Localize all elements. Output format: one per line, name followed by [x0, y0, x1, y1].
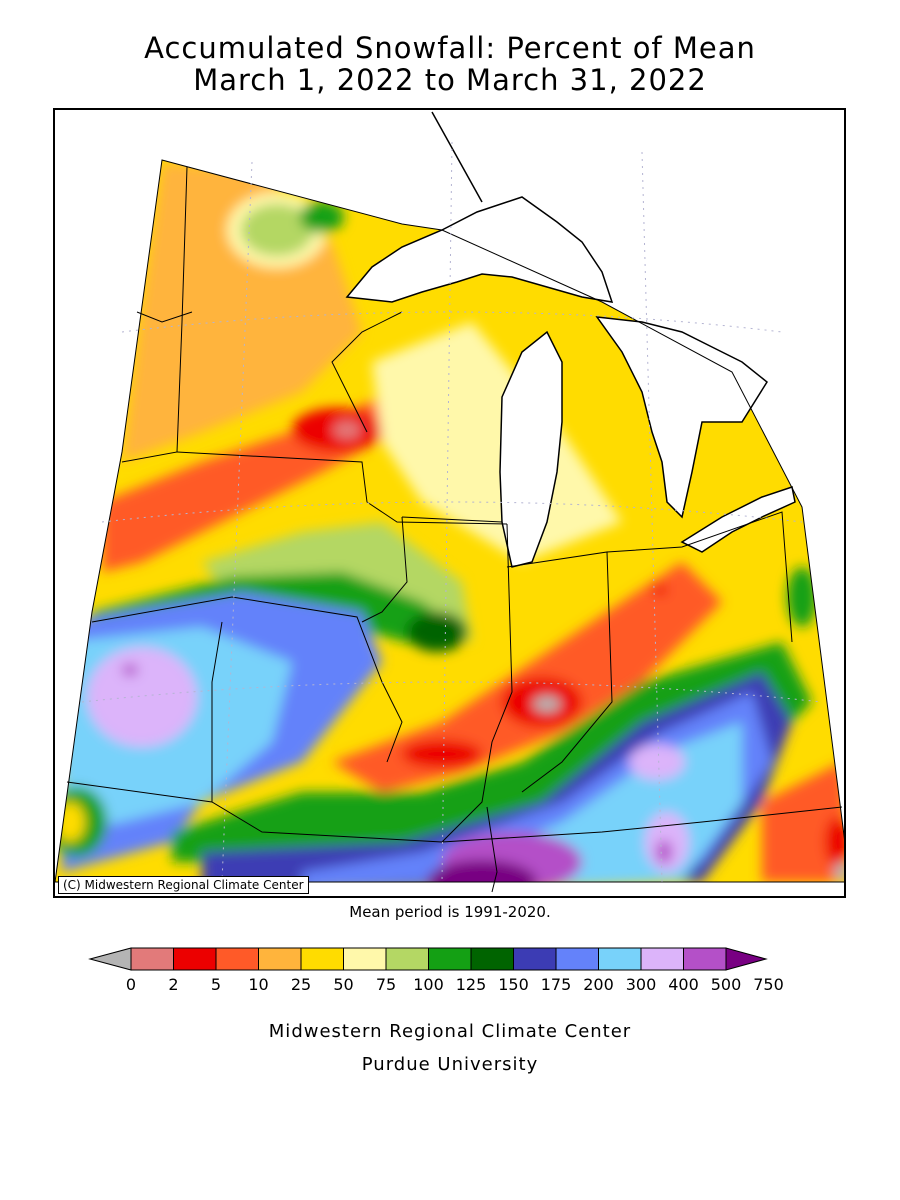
legend-swatch-10	[513, 947, 557, 971]
legend-swatch-7	[385, 947, 429, 971]
legend-label: 125	[456, 975, 487, 994]
copyright-notice: (C) Midwestern Regional Climate Center	[58, 876, 309, 894]
legend-arrow-max	[725, 947, 768, 971]
legend-swatch-4	[258, 947, 302, 971]
legend-label: 2	[168, 975, 178, 994]
mean-period-note: Mean period is 1991-2020.	[349, 903, 551, 921]
legend-label: 10	[248, 975, 268, 994]
legend-swatch-9	[470, 947, 514, 971]
lake-michigan	[499, 330, 563, 568]
region-outline	[55, 159, 844, 883]
legend-label: 50	[333, 975, 353, 994]
legend-swatch-13	[640, 947, 684, 971]
legend-swatch-6	[343, 947, 387, 971]
map-title: Accumulated Snowfall: Percent of Mean	[144, 31, 756, 65]
lake-huron	[595, 316, 768, 519]
legend-swatch-3	[215, 947, 259, 971]
legend-swatch-14	[683, 947, 727, 971]
credit-university: Purdue University	[361, 1054, 539, 1075]
legend-label: 175	[541, 975, 572, 994]
lake-superior	[345, 196, 614, 303]
lake-superior-north-shore	[431, 111, 483, 203]
state-borders	[66, 166, 843, 893]
legend-arrow-min	[88, 947, 132, 971]
legend-swatch-8	[428, 947, 472, 971]
legend-label: 400	[668, 975, 699, 994]
legend-swatch-2	[173, 947, 217, 971]
legend-label: 150	[498, 975, 529, 994]
credit-organization: Midwestern Regional Climate Center	[268, 1021, 632, 1042]
legend-swatch-1	[130, 947, 174, 971]
legend-label: 25	[291, 975, 311, 994]
legend-label: 100	[413, 975, 444, 994]
legend-label: 500	[711, 975, 742, 994]
lake-erie	[680, 486, 796, 553]
legend-swatch-11	[555, 947, 599, 971]
snowfall-map: (C) Midwestern Regional Climate Center	[53, 108, 846, 898]
legend-label: 750	[753, 975, 784, 994]
great-lakes	[345, 111, 796, 568]
legend-label: 75	[376, 975, 396, 994]
legend-label: 200	[583, 975, 614, 994]
legend-label: 0	[126, 975, 136, 994]
legend-swatch-5	[300, 947, 344, 971]
legend-label: 5	[211, 975, 221, 994]
map-date-range: March 1, 2022 to March 31, 2022	[193, 63, 707, 97]
legend-swatch-12	[598, 947, 642, 971]
legend-label: 300	[626, 975, 657, 994]
lat-lon-grid	[81, 141, 823, 883]
color-legend: 0 2 5 10 25 50 75 100 125 150 175 200 300 400 500 750	[85, 945, 815, 1005]
